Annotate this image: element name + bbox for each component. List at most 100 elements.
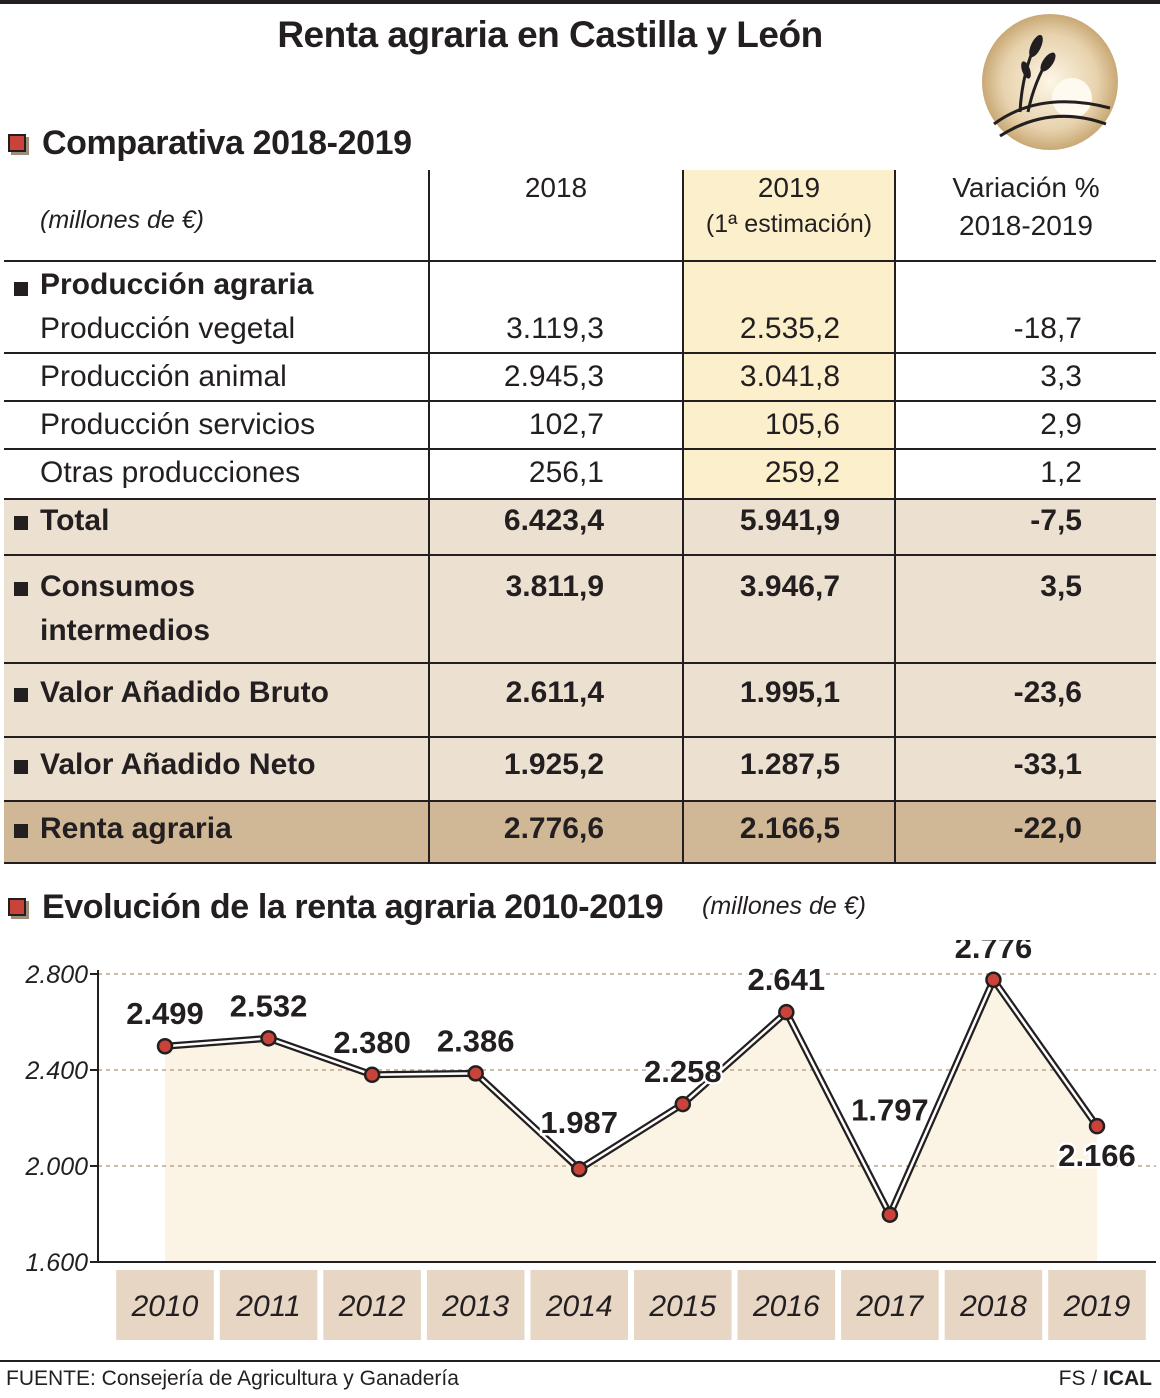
line-chart: 1.600 2.000 2.400 2.800 2010 2011 2012 2013 2014…	[24, 940, 1156, 1340]
value-2019: 259,2	[764, 456, 840, 489]
x-tick-label: 2013	[441, 1290, 509, 1323]
comparison-table: (millones de €) 2018 2019 (1ª estimación…	[4, 170, 1156, 864]
y-tick-label: 2.400	[24, 1057, 88, 1085]
row-divider	[4, 352, 1156, 354]
x-category-box	[323, 1270, 421, 1340]
value-variation: -7,5	[1030, 504, 1082, 537]
row-divider	[4, 800, 1156, 802]
header-2019: 2019	[757, 172, 821, 203]
x-tick-label: 2015	[648, 1290, 716, 1323]
data-point	[260, 1030, 277, 1047]
section-bullet	[8, 898, 26, 916]
data-point	[570, 1160, 588, 1178]
value-variation: 2,9	[1040, 408, 1082, 441]
row-divider	[4, 448, 1156, 450]
value-2018: 3.811,9	[505, 570, 604, 603]
row-bullet	[14, 824, 28, 838]
data-point	[674, 1095, 692, 1113]
value-2018: 1.925,2	[503, 748, 604, 781]
y-tick-label: 2.800	[24, 961, 88, 989]
highlight-column-2019	[684, 170, 896, 500]
value-2019: 2.535,2	[739, 312, 840, 345]
row-label: Producción animal	[40, 360, 287, 393]
value-variation: -33,1	[1013, 748, 1082, 781]
row-label-consumos: Consumos	[40, 570, 196, 603]
value-variation: -18,7	[1013, 312, 1082, 345]
row-bullet	[14, 516, 28, 530]
x-category-box	[530, 1270, 628, 1340]
x-category-box	[219, 1270, 318, 1340]
row-bg-renta	[4, 802, 1156, 864]
col-divider	[894, 170, 896, 864]
header-variation: Variación %	[952, 172, 1100, 203]
row-bullet	[14, 282, 28, 296]
data-point	[1088, 1117, 1106, 1135]
value-variation: -22,0	[1013, 812, 1082, 845]
value-2019: 1.287,5	[739, 748, 840, 781]
row-bullet	[14, 582, 28, 596]
header-2019-note: (1ª estimación)	[705, 210, 873, 238]
credit: FS / ICAL	[1059, 1367, 1152, 1391]
data-label: 1.797	[851, 1093, 929, 1128]
data-label: 2.380	[333, 1025, 411, 1060]
value-2019: 5.941,9	[739, 504, 840, 537]
data-label: 2.258	[644, 1054, 722, 1089]
value-2018: 2.611,4	[505, 676, 604, 709]
row-divider	[4, 862, 1156, 864]
value-2018: 6.423,4	[503, 504, 604, 537]
row-bg-vab	[4, 664, 1156, 736]
wheat-sun-logo	[982, 14, 1118, 150]
x-tick-label: 2010	[131, 1290, 199, 1323]
row-bullet	[14, 688, 28, 702]
value-2019: 3.041,8	[739, 360, 840, 393]
data-label: 2.166	[1058, 1138, 1136, 1173]
header-2018: 2018	[524, 172, 588, 203]
row-label: Producción vegetal	[40, 312, 296, 345]
row-divider	[4, 736, 1156, 738]
source-note: FUENTE: Consejería de Agricultura y Gana…	[6, 1367, 459, 1390]
value-2018: 102,7	[528, 408, 604, 441]
data-label: 1.987	[540, 1105, 618, 1140]
data-label: 2.386	[437, 1023, 515, 1058]
data-point	[881, 1206, 899, 1223]
row-divider	[4, 662, 1156, 664]
value-2018: 3.119,3	[506, 312, 604, 345]
row-divider	[4, 498, 1156, 500]
x-category-box	[634, 1270, 732, 1340]
group-label: Producción agraria	[40, 268, 314, 301]
x-tick-label: 2016	[752, 1290, 820, 1323]
data-point	[467, 1065, 484, 1082]
value-2018: 2.945,3	[503, 360, 604, 393]
row-divider	[4, 260, 1156, 262]
series-line-inner	[164, 978, 1099, 1216]
row-bg-total	[4, 500, 1156, 554]
row-divider	[4, 400, 1156, 402]
data-point	[156, 1037, 174, 1055]
x-tick-label: 2017	[856, 1290, 925, 1323]
x-category-box	[426, 1270, 525, 1340]
data-label: 2.776	[955, 940, 1033, 965]
x-tick-label: 2018	[959, 1290, 1027, 1323]
footer-rule	[0, 1360, 1160, 1362]
row-label: Otras producciones	[40, 456, 301, 489]
page-title: Renta agraria en Castilla y León	[277, 14, 823, 55]
value-variation: -23,6	[1013, 676, 1082, 709]
value-2019: 3.946,7	[739, 570, 840, 603]
row-bullet	[14, 760, 28, 774]
y-tick-label: 2.000	[24, 1153, 88, 1181]
data-point	[363, 1066, 381, 1084]
row-label: Producción servicios	[40, 408, 316, 441]
x-tick-label: 2019	[1063, 1290, 1131, 1323]
table-units: (millones de €)	[40, 206, 204, 234]
x-category-box	[1048, 1270, 1146, 1340]
col-divider	[428, 170, 430, 864]
x-category-box	[841, 1270, 939, 1340]
value-variation: 3,3	[1040, 360, 1082, 393]
data-label: 2.641	[748, 962, 826, 997]
y-tick-label: 1.600	[25, 1249, 88, 1277]
x-tick-label: 2011	[235, 1290, 301, 1323]
row-label-vab: Valor Añadido Bruto	[40, 676, 329, 709]
x-category-box	[944, 1270, 1043, 1340]
table-section-title: Comparativa 2018-2019	[42, 124, 412, 162]
value-2018: 256,1	[528, 456, 604, 489]
